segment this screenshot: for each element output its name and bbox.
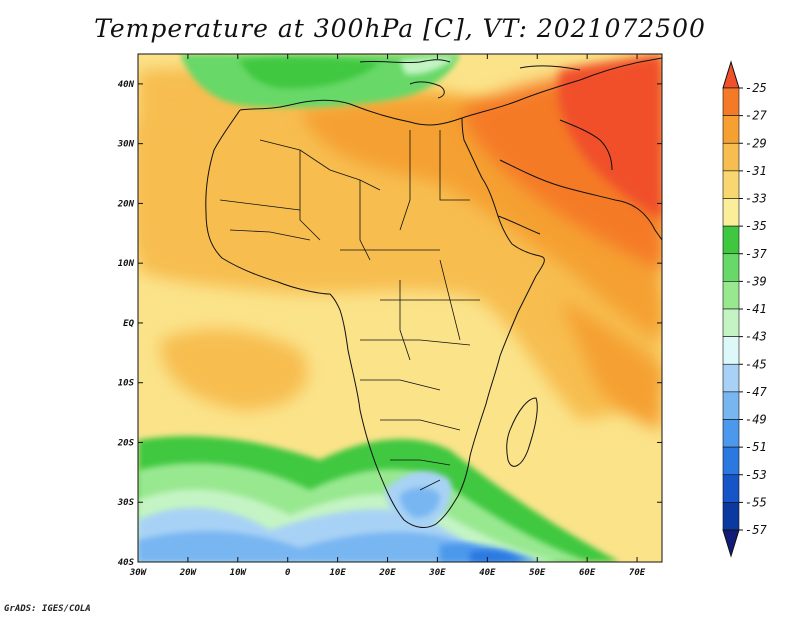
lat-tick-label: EQ <box>123 319 134 329</box>
lat-tick-label: 20N <box>117 199 135 209</box>
lat-tick-label: 10N <box>118 259 135 269</box>
colorbar-bottom-arrow <box>722 529 740 558</box>
country-borders <box>219 130 480 491</box>
lon-tick-label: 30W <box>129 568 148 578</box>
colorbar-swatch <box>722 170 740 199</box>
lat-tick-label: 30N <box>117 140 135 150</box>
colorbar-label: -57 <box>745 523 767 537</box>
coastlines <box>205 57 662 528</box>
colorbar-swatch <box>722 281 740 310</box>
lon-tick-label: 40E <box>479 568 496 578</box>
chart-title: Temperature at 300hPa [C], VT: 202107250… <box>94 14 706 43</box>
colorbar-label: -55 <box>745 495 767 509</box>
lon-tick-label: 60E <box>579 568 596 578</box>
lat-tick-label: 40S <box>118 558 135 568</box>
colorbar-label: -31 <box>745 164 767 178</box>
colorbar-label: -35 <box>745 219 767 233</box>
colorbar-swatch <box>722 336 740 365</box>
colorbar-label: -41 <box>745 302 767 316</box>
plot-frame <box>137 53 663 563</box>
lon-tick-label: 20W <box>179 568 198 578</box>
colorbar-label: -29 <box>745 136 767 150</box>
lon-tick-label: 50E <box>529 568 546 578</box>
colorbar: -25 -27 -29 -31 -33 -35 -37 -39 -41 -43 -45 -47 -49 -… <box>722 60 767 558</box>
longitude-labels: 30W 20W 10W 0 10E 20E 30E 40E 50E 60E 70E <box>129 568 646 578</box>
lat-tick-label: 20S <box>117 438 135 448</box>
lon-tick-label: 20E <box>378 568 396 578</box>
colorbar-label: -27 <box>745 109 767 123</box>
lon-tick-label: 10E <box>329 568 346 578</box>
latitude-labels: 40N 30N 20N 10N EQ 10S 20S 30S 40S <box>117 80 135 568</box>
colorbar-label: -33 <box>745 192 767 206</box>
colorbar-label: -39 <box>745 274 767 288</box>
colorbar-swatch <box>722 253 740 282</box>
lat-tick-label: 40N <box>118 80 135 90</box>
lon-tick-label: 10W <box>230 568 248 578</box>
colorbar-label: -47 <box>745 385 767 399</box>
colorbar-swatch <box>722 419 740 448</box>
colorbar-swatch <box>722 115 740 144</box>
colorbar-swatch <box>722 225 740 255</box>
colorbar-label: -37 <box>745 247 767 261</box>
colorbar-label: -45 <box>745 357 767 371</box>
colorbar-swatch <box>722 474 740 503</box>
colorbar-swatch <box>722 502 740 531</box>
lon-tick-label: 70E <box>629 568 646 578</box>
colorbar-swatch <box>722 142 740 172</box>
colorbar-swatch <box>722 391 740 420</box>
colorbar-swatch <box>722 308 740 337</box>
colorbar-label: -49 <box>745 413 767 427</box>
colorbar-label: -53 <box>745 468 767 482</box>
colorbar-swatch <box>722 446 740 476</box>
colorbar-label: -43 <box>745 330 767 344</box>
colorbar-swatch <box>722 87 740 116</box>
lon-tick-label: 30E <box>428 568 446 578</box>
lon-tick-label: 0 <box>285 568 291 578</box>
colorbar-label: -51 <box>745 440 767 454</box>
colorbar-label: -25 <box>745 81 767 95</box>
lat-tick-label: 10S <box>118 379 135 389</box>
colorbar-top-arrow <box>722 60 740 89</box>
lat-tick-label: 30S <box>117 498 135 508</box>
credit-text: GrADS: IGES/COLA <box>4 604 91 614</box>
colorbar-swatch <box>722 198 740 227</box>
colorbar-swatch <box>722 363 740 393</box>
axis-ticks <box>137 54 662 563</box>
